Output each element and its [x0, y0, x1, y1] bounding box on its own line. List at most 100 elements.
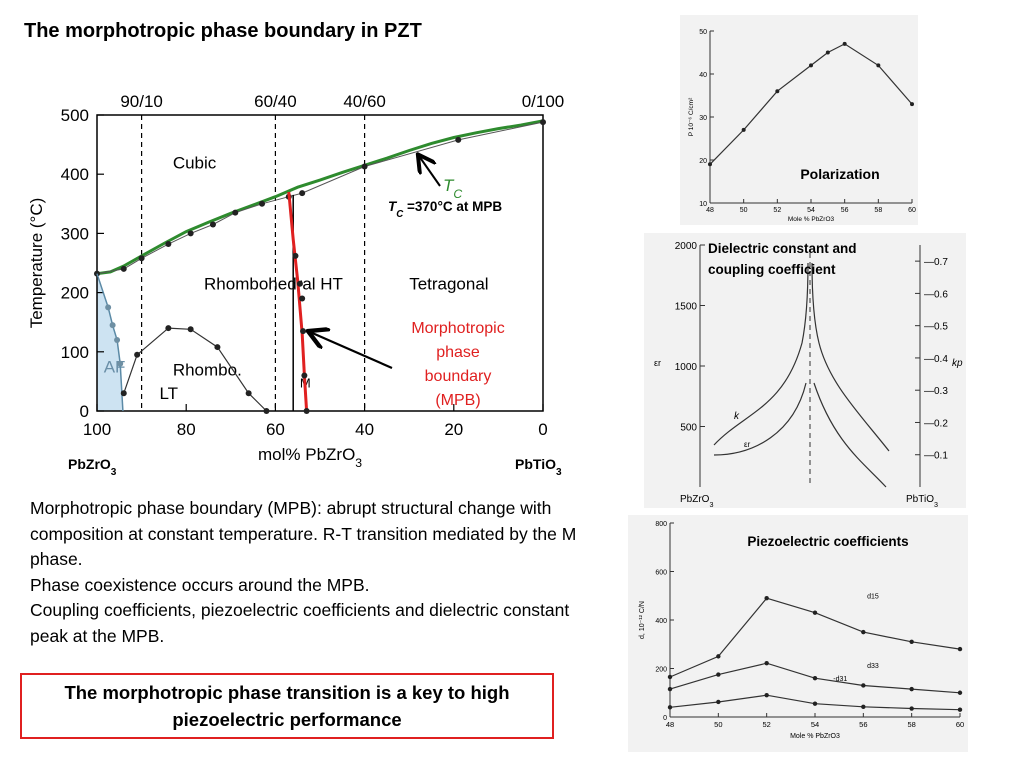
tc-curve — [96, 119, 544, 276]
tc-data-point — [455, 136, 462, 143]
die-right-tick-label: —0.3 — [924, 386, 948, 397]
piezo-y-axis-label: d, 10⁻¹² C/N — [639, 601, 646, 639]
rhombo-lt-point — [245, 390, 252, 397]
pol-data-point — [825, 50, 830, 55]
tc-label: TC — [443, 176, 462, 201]
die-title-line2: coupling coefficient — [708, 262, 836, 277]
y-tick-label: 500 — [61, 106, 89, 125]
mpb-data-point — [301, 372, 308, 379]
rhombo-lt-point — [187, 326, 194, 333]
tc-note: TC =370°C at MPB — [388, 199, 502, 220]
piezo-data-point — [957, 646, 963, 652]
y-tick-label: 300 — [61, 224, 89, 243]
mpb-data-point — [300, 328, 307, 335]
mpb-curve — [287, 191, 309, 412]
piezo-data-point — [716, 672, 721, 677]
x-tick-label: 20 — [444, 420, 463, 439]
region-label: AF — [104, 358, 126, 377]
die-title-line1: Dielectric constant and — [708, 241, 857, 256]
pol-x-tick-label: 50 — [740, 207, 748, 214]
pol-y-tick-label: 40 — [699, 72, 707, 79]
piezo-data-point — [764, 660, 769, 666]
piezo-series-label: -d31 — [833, 676, 847, 683]
tc-data-point — [120, 265, 127, 272]
key-message-text: The morphotropic phase transition is a k… — [64, 682, 510, 730]
pbtio3-label: PbTiO3 — [515, 456, 562, 478]
piezo-data-point — [812, 610, 818, 615]
pbzro3-label: PbZrO3 — [68, 456, 117, 478]
die-left-tick-label: 1500 — [675, 302, 698, 313]
piezo-x-tick-label: 50 — [714, 720, 722, 729]
y-tick-label: 100 — [61, 343, 89, 362]
af-region — [97, 273, 123, 411]
tc-data-point — [259, 200, 266, 207]
y-tick-label: 200 — [61, 284, 89, 303]
piezo-data-point — [861, 683, 866, 688]
tc-data-point — [361, 163, 368, 170]
die-left-tick-label: 500 — [680, 423, 697, 434]
die-k-curve — [713, 262, 890, 452]
piezo-data-point — [861, 704, 866, 710]
die-right-tick-label: —0.6 — [924, 289, 948, 300]
die-right-tick-label: —0.4 — [924, 354, 948, 365]
pol-data-point — [775, 89, 780, 94]
paragraph-coexistence: Phase coexistence occurs around the MPB. — [30, 574, 370, 595]
paragraph-mpb: Morphotropic phase boundary (MPB): abrup… — [30, 498, 577, 569]
pol-x-tick-label: 52 — [773, 207, 781, 214]
top-tick-label: 60/40 — [254, 92, 297, 111]
top-tick-label: 40/60 — [343, 92, 386, 111]
piezo-y-tick-label: 800 — [655, 521, 667, 528]
paragraph-coefficients: Coupling coefficients, piezoelectric coe… — [30, 600, 570, 646]
piezo-y-tick-label: 400 — [655, 618, 667, 625]
die-right-tick-label: —0.5 — [924, 322, 948, 333]
piezo-data-point — [812, 701, 818, 706]
die-left-axis-label: εr — [654, 358, 661, 368]
piezo-data-point — [909, 706, 914, 711]
mpb-label-line: Morphotropic — [411, 320, 504, 337]
piezo-x-tick-label: 60 — [956, 720, 964, 729]
piezo-y-tick-label: 200 — [655, 667, 667, 674]
piezo-x-tick-label: 54 — [811, 720, 819, 729]
body-text: Morphotropic phase boundary (MPB): abrup… — [30, 496, 590, 649]
mpb-label-line: boundary — [425, 368, 492, 385]
pol-data-point — [876, 63, 881, 68]
top-tick-label: 90/10 — [120, 92, 163, 111]
piezo-data-point — [667, 705, 673, 710]
pol-y-tick-label: 20 — [699, 158, 707, 165]
mpb-label-line: (MPB) — [435, 392, 480, 409]
mpb-data-point — [296, 280, 303, 287]
tc-data-point — [138, 255, 145, 262]
pol-y-tick-label: 50 — [699, 29, 707, 36]
tc-arrow — [419, 156, 441, 187]
pol-x-tick-label: 48 — [706, 207, 714, 214]
die-right-tick-label: —0.1 — [924, 451, 948, 462]
die-left-tick-label: 1000 — [675, 362, 698, 373]
die-er-label: εr — [744, 440, 751, 449]
pol-x-axis-label: Mole % PbZrO3 — [788, 216, 835, 223]
dielectric-chart: 500 1000 1500 2000 —0.1 —0.2 —0.3 —0.4 —0.5 —0.6 —… — [654, 241, 963, 509]
polarization-chart: 10 20 30 40 50 48 50 52 54 56 58 60 P 10⁻⁶ C/cm² Mole… — [688, 29, 916, 223]
pol-x-tick-label: 60 — [908, 207, 916, 214]
piezo-title: Piezoelectric coefficients — [747, 534, 908, 549]
region-label: LT — [159, 384, 178, 403]
pol-y-tick-label: 30 — [699, 115, 707, 122]
region-label: Rhombo. — [173, 360, 242, 379]
piezo-data-point — [764, 692, 769, 698]
die-right-tick-label: —0.7 — [924, 257, 948, 268]
piezo-data-point — [667, 686, 673, 692]
piezo-data-point — [716, 654, 721, 659]
x-tick-label: 0 — [538, 420, 547, 439]
piezo-data-point — [909, 639, 914, 645]
die-er-curve — [713, 382, 887, 488]
die-k-label: k — [734, 411, 740, 422]
y-axis-label: Temperature (°C) — [27, 198, 46, 329]
pol-curve — [709, 43, 913, 165]
tc-data-line — [96, 121, 544, 275]
mpb-label-line: phase — [436, 344, 480, 361]
tc-data-point — [540, 119, 546, 126]
piezo-series-label: d33 — [867, 663, 879, 670]
die-pbtio3-label: PbTiO3 — [906, 494, 938, 508]
die-left-tick-label: 2000 — [675, 241, 698, 252]
pol-x-tick-label: 58 — [874, 207, 882, 214]
